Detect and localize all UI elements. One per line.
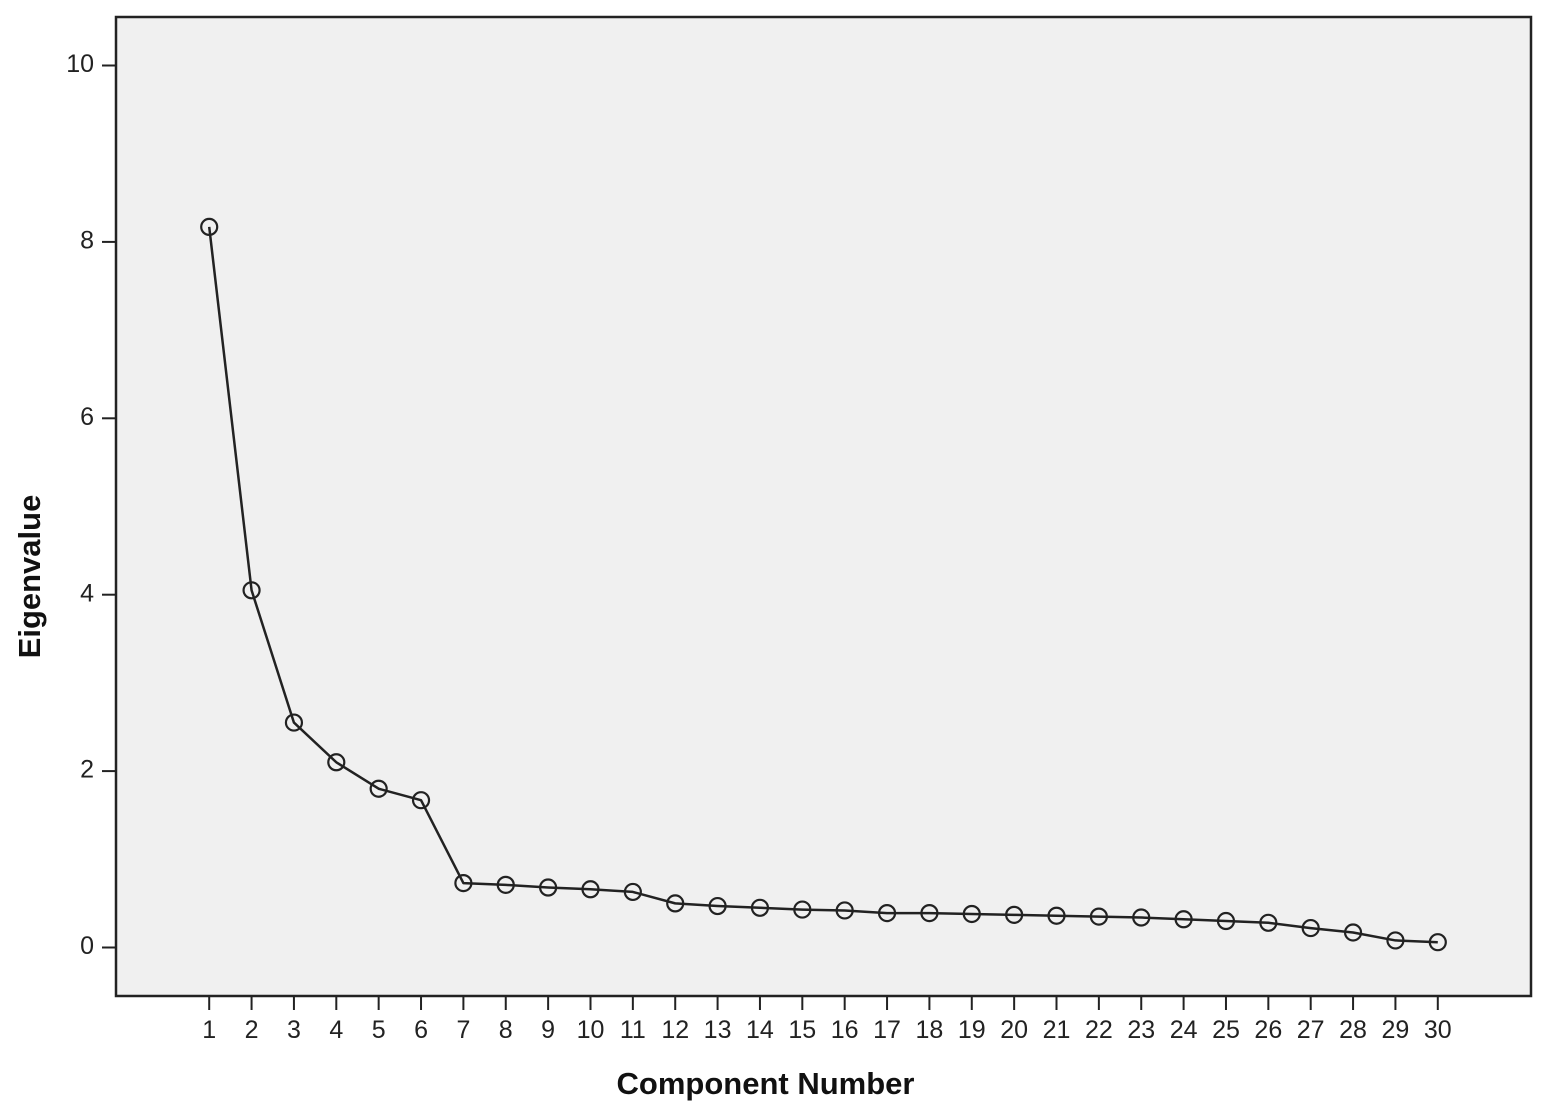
- x-tick-label: 30: [1424, 1016, 1452, 1044]
- x-tick-label: 8: [499, 1016, 513, 1044]
- data-point-marker: [496, 875, 515, 894]
- x-tick-label: 13: [704, 1016, 732, 1044]
- data-point-marker: [327, 753, 346, 772]
- x-tick-label: 9: [541, 1016, 555, 1044]
- data-point-marker: [1216, 911, 1236, 931]
- data-point-marker: [1301, 918, 1320, 938]
- data-point-marker: [284, 713, 304, 732]
- data-point-marker: [962, 904, 981, 924]
- y-axis-title: Eigenvalue: [12, 495, 47, 659]
- x-tick-label: 11: [620, 1016, 646, 1044]
- data-point-marker: [411, 791, 431, 810]
- data-point-marker: [877, 903, 897, 923]
- data-point-marker: [666, 894, 685, 913]
- x-tick-label: 17: [873, 1016, 901, 1044]
- x-axis: 1 2 3 4 5 6 7 8 9 10 11 12 13 14 15 16 17 18 19 20 21 22 23 24 2…: [202, 996, 1452, 1044]
- data-point-marker: [1047, 906, 1066, 925]
- data-point-marker: [242, 581, 261, 600]
- x-tick-label: 25: [1212, 1016, 1240, 1044]
- y-tick-label: 10: [66, 50, 94, 78]
- y-tick-label: 6: [80, 403, 94, 431]
- x-tick-label: 29: [1382, 1016, 1410, 1044]
- data-point-marker: [1343, 923, 1363, 942]
- data-point-marker: [1259, 913, 1278, 932]
- x-tick-label: 27: [1297, 1016, 1325, 1044]
- x-tick-label: 15: [788, 1016, 816, 1044]
- data-point-marker: [1132, 908, 1151, 927]
- data-point-marker: [1089, 907, 1108, 926]
- x-tick-label: 7: [456, 1016, 470, 1044]
- x-tick-label: 22: [1085, 1016, 1113, 1044]
- eigenvalue-markers: [200, 217, 1447, 952]
- data-point-marker: [708, 896, 727, 916]
- data-point-marker: [750, 898, 770, 917]
- data-point-marker: [1428, 933, 1447, 952]
- y-tick-label: 2: [80, 756, 94, 784]
- x-tick-label: 12: [661, 1016, 689, 1044]
- data-point-marker: [1386, 931, 1405, 950]
- data-point-marker: [1005, 905, 1024, 924]
- x-tick-label: 10: [577, 1016, 605, 1044]
- data-point-marker: [369, 779, 388, 798]
- x-tick-label: 4: [329, 1016, 343, 1044]
- x-tick-label: 14: [746, 1016, 774, 1044]
- plot-area: [114, 15, 1533, 998]
- data-point-marker: [920, 903, 939, 923]
- x-tick-label: 28: [1339, 1016, 1367, 1044]
- data-point-marker: [454, 874, 473, 893]
- x-tick-label: 26: [1254, 1016, 1282, 1044]
- data-point-marker: [1174, 910, 1193, 929]
- x-tick-label: 3: [287, 1016, 301, 1044]
- data-point-marker: [835, 901, 854, 920]
- x-tick-label: 6: [414, 1016, 428, 1044]
- x-tick-label: 19: [958, 1016, 986, 1044]
- x-tick-label: 24: [1170, 1016, 1198, 1044]
- data-point-marker: [581, 880, 600, 899]
- x-tick-label: 5: [372, 1016, 386, 1044]
- x-tick-label: 2: [245, 1016, 259, 1044]
- y-axis: 0 2 4 6 8 10: [66, 50, 116, 960]
- y-tick-label: 0: [80, 932, 94, 960]
- data-point-marker: [539, 878, 558, 897]
- x-tick-label: 21: [1043, 1016, 1071, 1044]
- x-tick-label: 16: [831, 1016, 859, 1044]
- data-point-marker: [200, 217, 219, 237]
- x-axis-title: Component Number: [617, 1066, 915, 1101]
- data-point-marker: [623, 882, 642, 902]
- x-tick-label: 20: [1000, 1016, 1028, 1044]
- data-point-marker: [793, 900, 812, 919]
- x-tick-label: 18: [916, 1016, 944, 1044]
- y-tick-label: 8: [80, 227, 94, 255]
- x-tick-label: 1: [202, 1016, 216, 1044]
- y-tick-label: 4: [80, 579, 94, 607]
- x-tick-label: 23: [1127, 1016, 1155, 1044]
